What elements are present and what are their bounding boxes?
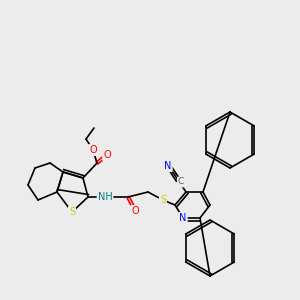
Text: N: N (164, 161, 172, 171)
Text: S: S (160, 195, 166, 205)
Text: N: N (179, 213, 187, 223)
Text: NH: NH (98, 192, 112, 202)
Text: S: S (69, 207, 75, 217)
Text: O: O (131, 206, 139, 216)
Text: C: C (178, 178, 184, 187)
Text: O: O (103, 150, 111, 160)
Text: O: O (89, 145, 97, 155)
